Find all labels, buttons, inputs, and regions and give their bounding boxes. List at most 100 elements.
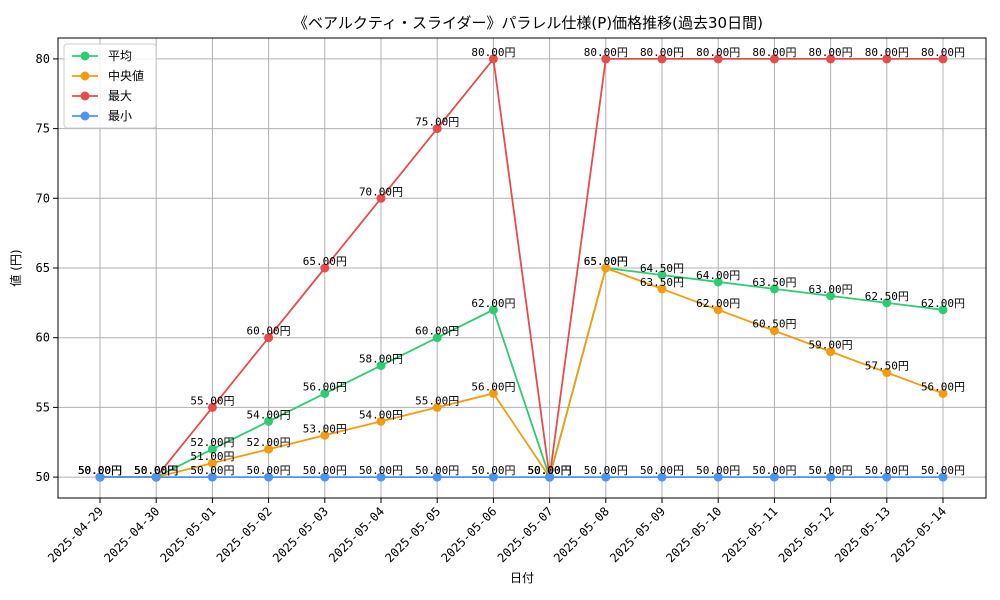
data-label-3: 50.00円 [584,464,628,477]
data-label-3: 50.00円 [809,464,853,477]
data-label-3: 50.00円 [190,464,234,477]
data-labels: 50.00円 50.00円 52.00円 54.00円 56.00円 58.00円 60.0… [78,46,965,477]
data-label-3: 50.00円 [134,464,178,477]
series-point-3 [826,472,836,482]
data-label-0: 62.00円 [471,297,515,310]
data-label-0: 56.00円 [303,380,347,393]
series-point-1 [320,430,330,440]
data-label-0: 52.00円 [190,436,234,449]
data-label-0: 63.50円 [752,276,796,289]
x-tick-label: 2025-04-30 [101,504,162,565]
series-point-3 [151,472,161,482]
series-point-1 [488,388,498,398]
series-point-3 [545,472,555,482]
series-point-1 [264,444,274,454]
data-label-0: 58.00円 [359,353,403,366]
series-point-3 [657,472,667,482]
chart-title: 《ベアルクティ・スライダー》パラレル仕様(P)価格推移(過去30日間) [293,14,763,32]
series-point-1 [601,263,611,273]
y-tick-label: 50 [36,470,50,484]
series-line-0 [100,267,944,481]
series-point-2 [320,263,330,273]
series-point-2 [713,54,723,64]
data-label-3: 50.00円 [696,464,740,477]
series-point-3 [264,472,274,482]
legend-marker-1 [80,71,90,81]
x-tick-label: 2025-05-08 [551,504,612,565]
data-label-2: 80.00円 [752,46,796,59]
series-point-0 [938,305,948,315]
series-point-2 [657,54,667,64]
series-point-0 [320,388,330,398]
data-label-0: 60.00円 [415,325,459,338]
x-tick-label: 2025-05-09 [607,504,668,565]
legend-marker-3 [80,111,90,121]
data-label-2: 80.00円 [471,46,515,59]
data-label-1: 55.00円 [415,394,459,407]
data-label-2: 80.00円 [640,46,684,59]
data-label-0: 50.00円 [528,464,572,477]
series-point-1 [938,388,948,398]
data-label-3: 50.00円 [359,464,403,477]
series-point-2 [432,124,442,134]
series-point-3 [488,472,498,482]
x-tick-label: 2025-05-06 [439,504,500,565]
series-point-1 [432,402,442,412]
x-tick-label: 2025-05-02 [214,504,275,565]
series-point-0 [207,444,217,454]
series-point-2 [488,54,498,64]
legend-label-1: 中央値 [108,68,144,83]
data-label-3: 50.00円 [528,464,572,477]
series-point-1 [713,305,723,315]
x-tick-label: 2025-05-10 [663,504,724,565]
series-point-2 [601,54,611,64]
data-label-2: 65.00円 [303,255,347,268]
data-label-2: 80.00円 [584,46,628,59]
data-label-2: 50.00円 [528,464,572,477]
series-point-1 [882,368,892,378]
series-point-0 [488,305,498,315]
data-label-1: 54.00円 [359,408,403,421]
data-label-0: 62.50円 [865,290,909,303]
data-label-3: 50.00円 [752,464,796,477]
series-point-0 [432,333,442,343]
series-point-3 [432,472,442,482]
data-label-3: 50.00円 [415,464,459,477]
data-label-3: 50.00円 [303,464,347,477]
x-tick-label: 2025-05-03 [270,504,331,565]
data-label-1: 53.00円 [303,422,347,435]
data-label-1: 59.00円 [809,339,853,352]
legend-label-2: 最大 [108,89,132,103]
legend-label-3: 最小 [108,109,132,123]
y-tick-label: 60 [36,331,50,345]
data-label-2: 75.00円 [415,116,459,129]
x-tick-label: 2025-05-05 [382,504,443,565]
y-axis-ticks: 50 55 60 65 70 75 80 [36,52,58,484]
series-point-1 [657,284,667,294]
data-label-3: 50.00円 [247,464,291,477]
series-point-3 [95,472,105,482]
series-point-1 [769,326,779,336]
data-label-1: 56.00円 [921,380,965,393]
series-point-3 [601,472,611,482]
data-label-2: 55.00円 [190,394,234,407]
series-point-0 [713,277,723,287]
x-tick-label: 2025-05-14 [888,504,949,565]
series-point-0 [769,284,779,294]
series-point-2 [769,54,779,64]
series-point-0 [376,361,386,371]
series-point-1 [826,347,836,357]
series-point-1 [207,458,217,468]
series-group [95,54,948,482]
y-tick-label: 55 [36,400,50,414]
series-point-0 [657,270,667,280]
x-tick-label: 2025-05-07 [495,504,556,565]
series-point-2 [264,333,274,343]
data-label-0: 64.50円 [640,262,684,275]
y-tick-label: 75 [36,122,50,136]
data-label-1: 50.00円 [134,464,178,477]
data-label-3: 50.00円 [640,464,684,477]
data-label-1: 63.50円 [640,276,684,289]
data-label-2: 80.00円 [809,46,853,59]
